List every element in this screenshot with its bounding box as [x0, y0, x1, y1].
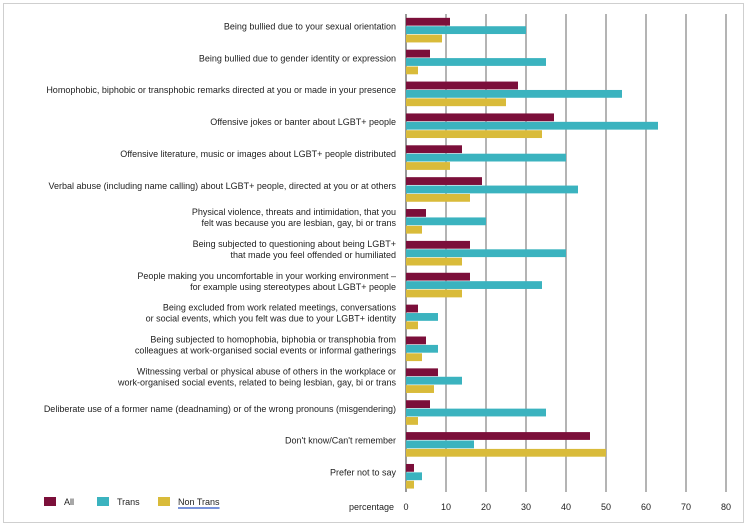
bar: [406, 344, 438, 353]
bar: [406, 385, 434, 393]
bar: [406, 336, 426, 345]
bar: [406, 162, 450, 170]
bar: [406, 98, 506, 107]
bar: [406, 440, 474, 449]
category-label: colleagues at work-organised social even…: [135, 346, 397, 356]
legend-swatch: [44, 497, 56, 506]
tick-label: 50: [601, 502, 611, 512]
category-label: Deliberate use of a former name (deadnam…: [44, 404, 396, 414]
category-label: Verbal abuse (including name calling) ab…: [49, 181, 397, 191]
category-label: Being excluded from work related meeting…: [163, 303, 397, 313]
bar: [406, 34, 442, 43]
legend-label: All: [64, 497, 74, 507]
bar: [406, 448, 606, 457]
category-label: for example using stereotypes about LGBT…: [190, 282, 396, 292]
category-label: Being subjected to questioning about bei…: [193, 239, 396, 249]
bar: [406, 209, 426, 217]
tick-label: 20: [481, 502, 491, 512]
bar: [406, 376, 462, 385]
legend: All Trans Non Trans: [44, 497, 220, 509]
x-axis-title: percentage: [349, 502, 394, 512]
category-label: Don't know/Can't remember: [285, 436, 396, 446]
tick-label: 30: [521, 502, 531, 512]
legend-label: Non Trans: [178, 497, 220, 507]
legend-swatch: [158, 497, 170, 506]
x-axis-ticks: 0 10 20 30 40 50 60 70 80 percentage: [349, 502, 731, 512]
bar: [406, 480, 414, 489]
category-label: or social events, which you felt was due…: [146, 314, 397, 324]
bar: [406, 17, 450, 26]
bar: [406, 145, 462, 154]
category-label: People making you uncomfortable in your …: [137, 271, 396, 281]
tick-label: 40: [561, 502, 571, 512]
bar: [406, 304, 418, 313]
category-label: Offensive jokes or banter about LGBT+ pe…: [210, 117, 396, 127]
tick-label: 0: [403, 502, 408, 512]
tick-label: 10: [441, 502, 451, 512]
bar: [406, 177, 482, 185]
bar: [406, 408, 546, 417]
bar: [406, 153, 566, 162]
category-label: Prefer not to say: [330, 468, 397, 478]
category-label: Being subjected to homophobia, biphobia …: [150, 335, 396, 345]
legend-label: Trans: [117, 497, 140, 507]
bar: [406, 353, 422, 362]
bar: [406, 66, 418, 75]
bar: [406, 193, 470, 202]
bar: [406, 225, 422, 234]
bar: [406, 58, 546, 66]
tick-label: 70: [681, 502, 691, 512]
category-label: felt was because you are lesbian, gay, b…: [202, 218, 397, 228]
bar: [406, 185, 578, 194]
bar: [406, 368, 438, 377]
bar: [406, 432, 590, 440]
tick-label: 80: [721, 502, 731, 512]
bar: [406, 89, 622, 98]
bar: [406, 400, 430, 409]
category-label: that made you feel offended or humiliate…: [231, 250, 396, 260]
tick-label: 60: [641, 502, 651, 512]
category-label: Being bullied due to gender identity or …: [199, 53, 396, 63]
bar: [406, 472, 422, 481]
bar: [406, 113, 554, 122]
bar: [406, 281, 542, 289]
category-label: Witnessing verbal or physical abuse of o…: [137, 366, 396, 376]
category-label: Being bullied due to your sexual orienta…: [224, 21, 396, 31]
category-label: Physical violence, threats and intimidat…: [192, 207, 396, 217]
category-label: Homophobic, biphobic or transphobic rema…: [46, 85, 396, 95]
chart-frame: [3, 3, 744, 523]
category-labels: Being bullied due to your sexual orienta…: [44, 21, 397, 477]
bar: [406, 463, 414, 472]
bar: [406, 130, 542, 139]
bar: [406, 272, 470, 281]
bar: [406, 249, 566, 258]
bar: [406, 417, 418, 425]
bar: [406, 49, 430, 58]
bar: [406, 121, 658, 130]
bar: [406, 289, 462, 298]
bar: [406, 321, 418, 330]
bars: [406, 17, 658, 489]
category-label: work-organised social events, related to…: [117, 377, 396, 387]
bar: [406, 26, 526, 35]
bar: [406, 313, 438, 321]
bar: [406, 217, 486, 226]
bar: [406, 240, 470, 249]
bar: [406, 257, 462, 266]
legend-swatch: [97, 497, 109, 506]
category-label: Offensive literature, music or images ab…: [120, 149, 396, 159]
bar: [406, 81, 518, 90]
